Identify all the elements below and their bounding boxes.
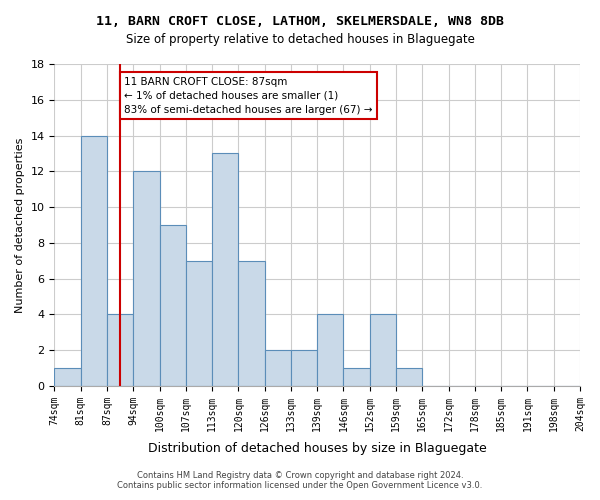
Text: 11, BARN CROFT CLOSE, LATHOM, SKELMERSDALE, WN8 8DB: 11, BARN CROFT CLOSE, LATHOM, SKELMERSDA… (96, 15, 504, 28)
X-axis label: Distribution of detached houses by size in Blaguegate: Distribution of detached houses by size … (148, 442, 487, 455)
Bar (396, 368, 422, 386)
Bar (343, 368, 370, 386)
Text: 11 BARN CROFT CLOSE: 87sqm
← 1% of detached houses are smaller (1)
83% of semi-d: 11 BARN CROFT CLOSE: 87sqm ← 1% of detac… (124, 76, 373, 114)
Bar (317, 314, 343, 386)
Bar (55, 368, 80, 386)
Bar (370, 314, 396, 386)
Bar (133, 172, 160, 386)
Bar (107, 314, 133, 386)
Bar (186, 260, 212, 386)
Y-axis label: Number of detached properties: Number of detached properties (15, 138, 25, 312)
Bar (238, 260, 265, 386)
Bar (80, 136, 107, 386)
Text: Contains HM Land Registry data © Crown copyright and database right 2024.
Contai: Contains HM Land Registry data © Crown c… (118, 470, 482, 490)
Bar (291, 350, 317, 386)
Text: Size of property relative to detached houses in Blaguegate: Size of property relative to detached ho… (125, 32, 475, 46)
Bar (160, 225, 186, 386)
Bar (212, 154, 238, 386)
Bar (265, 350, 291, 386)
